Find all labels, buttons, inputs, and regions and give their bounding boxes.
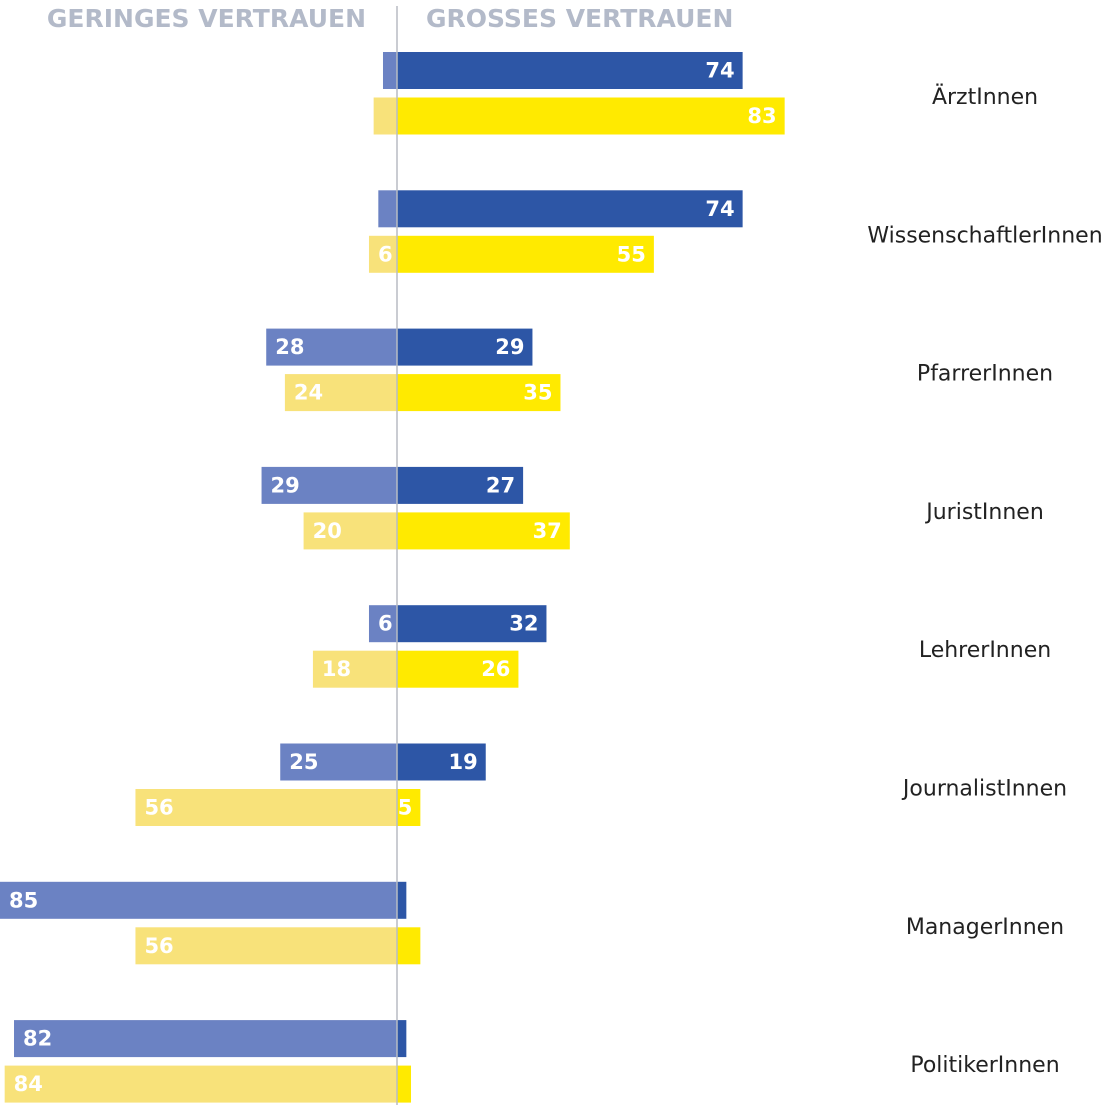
category-label: JournalistInnen bbox=[901, 777, 1067, 802]
bar-low bbox=[266, 328, 397, 366]
bar-high bbox=[397, 743, 486, 781]
bar-low bbox=[368, 605, 397, 643]
value-label: 29 bbox=[271, 473, 300, 497]
value-label: 74 bbox=[705, 59, 734, 83]
bar-high bbox=[397, 374, 561, 412]
value-label: 18 bbox=[322, 657, 351, 681]
value-label: 32 bbox=[509, 612, 538, 636]
bar-low bbox=[382, 52, 397, 89]
bar-low bbox=[312, 650, 397, 688]
bar-low bbox=[280, 743, 397, 781]
bar-low bbox=[303, 512, 397, 550]
category-label: PolitikerInnen bbox=[910, 1053, 1059, 1078]
value-label: 26 bbox=[481, 657, 510, 681]
bar-low bbox=[0, 881, 397, 919]
left-heading: GERINGES VERTRAUEN bbox=[47, 4, 366, 33]
value-label: 20 bbox=[313, 519, 342, 543]
value-label: 83 bbox=[747, 104, 776, 128]
value-label: 27 bbox=[486, 473, 515, 497]
value-label: 6 bbox=[378, 242, 393, 266]
bar-low bbox=[14, 1020, 397, 1058]
value-label: 84 bbox=[14, 1072, 43, 1096]
category-label: LehrerInnen bbox=[919, 638, 1051, 663]
category-label: ManagerInnen bbox=[906, 915, 1064, 940]
bar-high bbox=[397, 97, 785, 135]
bar-high bbox=[397, 235, 654, 273]
bar-high bbox=[397, 1065, 412, 1103]
bar-low bbox=[4, 1065, 397, 1103]
value-label: 28 bbox=[275, 335, 304, 359]
value-label: 37 bbox=[533, 519, 562, 543]
value-label: 82 bbox=[23, 1027, 52, 1051]
right-heading: GROSSES VERTRAUEN bbox=[426, 4, 733, 33]
bar-low bbox=[284, 374, 397, 412]
value-label: 56 bbox=[144, 934, 173, 958]
value-label: 6 bbox=[378, 612, 393, 636]
category-label: WissenschaftlerInnen bbox=[867, 223, 1102, 248]
bar-high bbox=[397, 512, 570, 550]
value-label: 19 bbox=[449, 750, 478, 774]
bar-high bbox=[397, 328, 533, 366]
bar-high bbox=[397, 1020, 407, 1058]
bar-low bbox=[373, 97, 397, 135]
value-label: 24 bbox=[294, 381, 323, 405]
bar-high bbox=[397, 881, 407, 919]
bar-high bbox=[397, 789, 421, 826]
bar-high bbox=[397, 190, 743, 228]
value-label: 85 bbox=[9, 888, 38, 912]
bar-low bbox=[135, 927, 397, 965]
bar-high bbox=[397, 605, 547, 643]
value-label: 29 bbox=[495, 335, 524, 359]
value-label: 74 bbox=[705, 197, 734, 221]
value-label: 25 bbox=[289, 750, 318, 774]
value-label: 56 bbox=[144, 796, 173, 820]
category-label: ÄrztInnen bbox=[932, 84, 1038, 110]
value-label: 55 bbox=[617, 242, 646, 266]
bar-high bbox=[397, 52, 743, 89]
bar-low bbox=[261, 466, 397, 504]
value-label: 5 bbox=[398, 796, 413, 820]
category-label: PfarrerInnen bbox=[917, 362, 1053, 387]
bar-low bbox=[378, 190, 397, 228]
bar-low bbox=[368, 235, 397, 273]
value-label: 35 bbox=[523, 381, 552, 405]
bar-high bbox=[397, 927, 421, 965]
bar-low bbox=[135, 789, 397, 826]
bar-high bbox=[397, 650, 519, 688]
bar-high bbox=[397, 466, 524, 504]
category-label: JuristInnen bbox=[924, 500, 1044, 525]
